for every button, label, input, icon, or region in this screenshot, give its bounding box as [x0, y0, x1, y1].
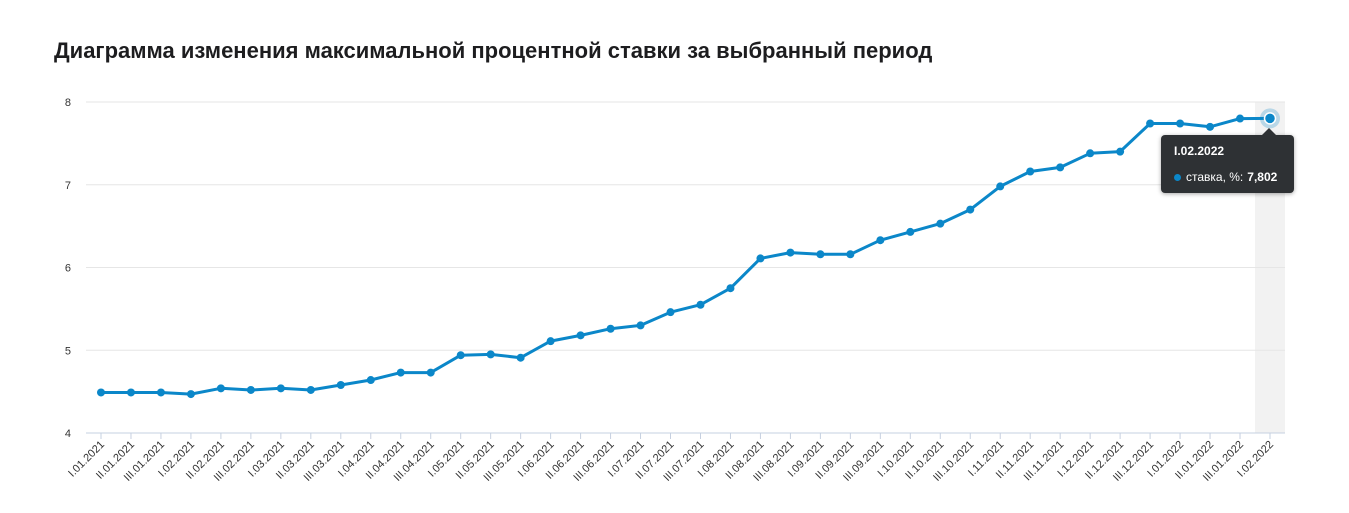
data-point[interactable]	[486, 350, 495, 359]
data-point[interactable]	[516, 353, 525, 362]
data-point[interactable]	[876, 236, 885, 245]
data-point[interactable]	[936, 219, 945, 228]
data-point[interactable]	[126, 388, 135, 397]
data-point[interactable]	[786, 248, 795, 257]
data-point[interactable]	[276, 384, 285, 393]
data-point[interactable]	[666, 308, 675, 317]
data-point[interactable]	[156, 388, 165, 397]
y-tick-label: 8	[65, 97, 71, 109]
data-tooltip: I.02.2022 ставка, %: 7,802	[1161, 128, 1294, 193]
y-tick-label: 5	[65, 345, 71, 357]
y-tick-label: 7	[65, 180, 71, 192]
data-point[interactable]	[366, 376, 375, 385]
series-line	[99, 116, 1272, 396]
data-point[interactable]	[216, 384, 225, 393]
data-point[interactable]	[726, 284, 735, 293]
data-point[interactable]	[1146, 119, 1155, 128]
tooltip-series-label: ставка, %:	[1186, 170, 1244, 184]
data-point[interactable]	[756, 254, 765, 263]
data-point[interactable]	[426, 368, 435, 377]
data-point[interactable]	[336, 381, 345, 390]
data-point[interactable]	[1236, 114, 1245, 123]
data-point[interactable]	[1116, 147, 1125, 156]
data-point[interactable]	[1263, 112, 1277, 125]
data-point[interactable]	[846, 250, 855, 259]
data-point[interactable]	[576, 331, 585, 340]
data-point[interactable]	[246, 385, 255, 394]
data-point[interactable]	[966, 205, 975, 214]
data-point[interactable]	[996, 182, 1005, 191]
data-point[interactable]	[456, 351, 465, 360]
data-point[interactable]	[546, 337, 555, 346]
data-point[interactable]	[97, 388, 105, 397]
chart-title: Диаграмма изменения максимальной процент…	[54, 38, 933, 63]
data-point[interactable]	[816, 250, 825, 259]
series-marker-icon	[1174, 173, 1181, 181]
data-point[interactable]	[1026, 167, 1035, 176]
y-tick-label: 6	[65, 263, 71, 275]
data-point[interactable]	[1086, 149, 1095, 158]
data-point[interactable]	[906, 227, 915, 236]
data-point[interactable]	[1206, 122, 1215, 131]
data-point[interactable]	[696, 300, 705, 309]
data-point[interactable]	[186, 390, 195, 399]
tooltip-date: I.02.2022	[1174, 144, 1225, 158]
data-point[interactable]	[1056, 163, 1065, 172]
data-point[interactable]	[306, 385, 315, 394]
y-tick-label: 4	[65, 428, 71, 440]
tooltip-value: 7,802	[1247, 170, 1278, 184]
data-point[interactable]	[636, 321, 645, 330]
data-point[interactable]	[1176, 119, 1185, 128]
data-point[interactable]	[606, 324, 615, 333]
data-point[interactable]	[396, 368, 405, 377]
